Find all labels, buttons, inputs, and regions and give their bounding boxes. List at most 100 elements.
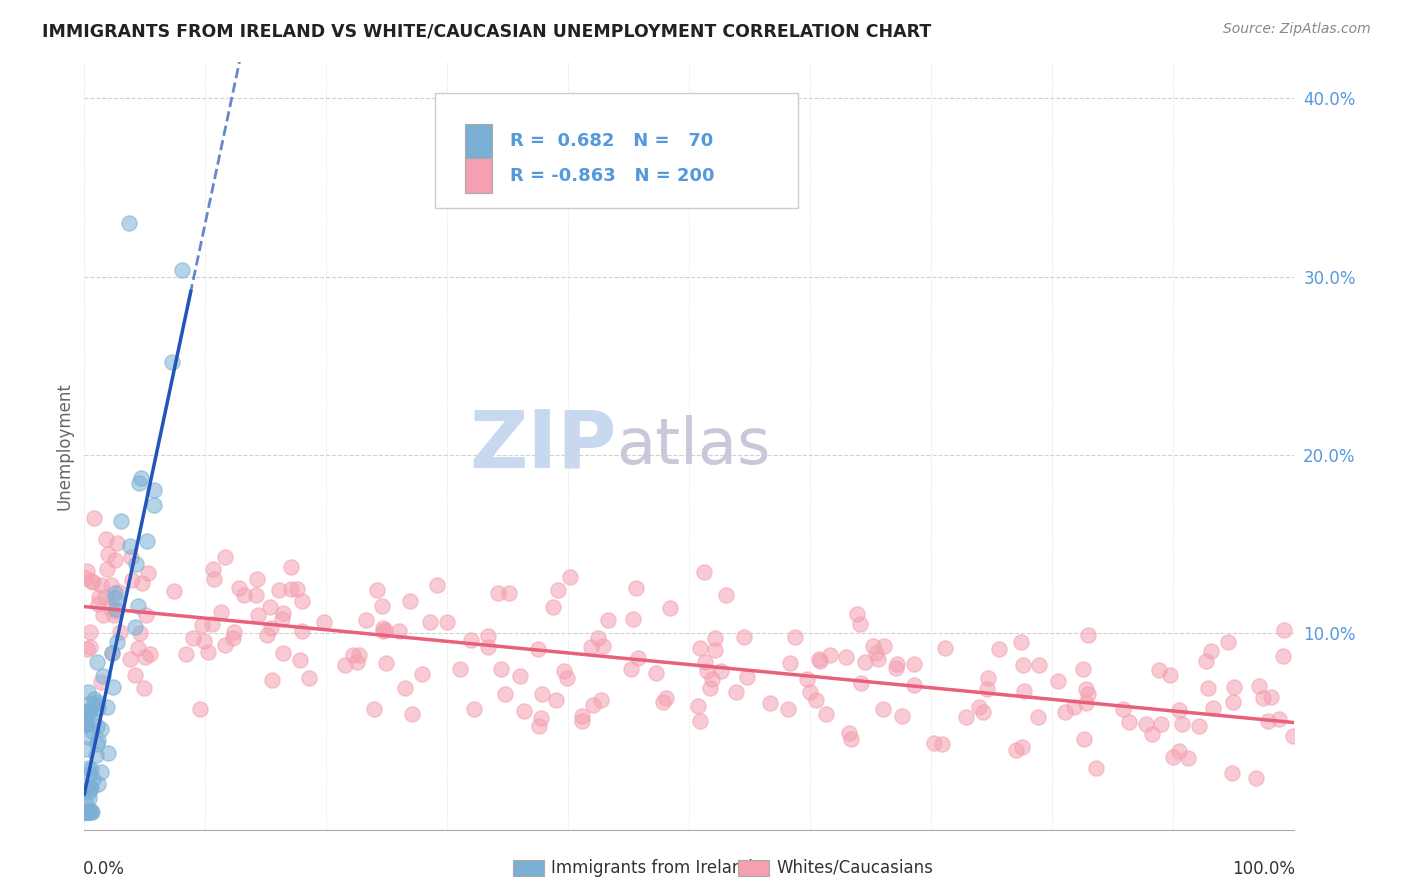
Point — [785, 630, 807, 644]
Point — [246, 572, 269, 586]
Point — [693, 655, 716, 669]
Point — [121, 573, 143, 587]
Text: IMMIGRANTS FROM IRELAND VS WHITE/CAUCASIAN UNEMPLOYMENT CORRELATION CHART: IMMIGRANTS FROM IRELAND VS WHITE/CAUCASI… — [42, 22, 931, 40]
Point — [703, 643, 725, 657]
Point — [96, 562, 118, 576]
Point — [586, 631, 609, 645]
Point — [80, 574, 103, 589]
Point — [245, 588, 267, 602]
Text: atlas: atlas — [616, 415, 770, 477]
Point — [1149, 663, 1171, 677]
Point — [103, 607, 125, 622]
Point — [79, 805, 101, 819]
Point — [374, 656, 396, 670]
Point — [546, 693, 568, 707]
Point — [758, 696, 780, 710]
Point — [91, 608, 114, 623]
Point — [76, 805, 98, 819]
Point — [1118, 715, 1140, 730]
Text: 0.0%: 0.0% — [83, 860, 125, 879]
Point — [256, 628, 278, 642]
Point — [333, 657, 356, 672]
Point — [1076, 696, 1098, 710]
Point — [710, 664, 733, 678]
Point — [1199, 644, 1222, 658]
Point — [398, 593, 420, 607]
Point — [1220, 766, 1243, 780]
Point — [872, 702, 894, 716]
Point — [884, 661, 907, 675]
Point — [101, 647, 124, 661]
Point — [79, 625, 101, 640]
Point — [79, 640, 101, 654]
Point — [1112, 702, 1135, 716]
Point — [108, 625, 131, 640]
Point — [571, 709, 593, 723]
Point — [96, 699, 118, 714]
Point — [849, 617, 872, 632]
Point — [76, 564, 98, 578]
Point — [84, 747, 107, 762]
Point — [579, 640, 602, 654]
Point — [489, 663, 512, 677]
Point — [498, 586, 520, 600]
Point — [477, 629, 499, 643]
Point — [209, 605, 232, 619]
Point — [98, 600, 121, 615]
Point — [87, 597, 110, 611]
Point — [449, 662, 471, 676]
Point — [163, 584, 186, 599]
Point — [134, 650, 156, 665]
Point — [94, 533, 117, 547]
Point — [108, 585, 131, 599]
Point — [105, 535, 128, 549]
Point — [733, 630, 755, 644]
Point — [259, 599, 281, 614]
Point — [76, 685, 98, 699]
Point — [591, 693, 613, 707]
Point — [977, 671, 1000, 685]
Point — [76, 730, 98, 744]
Point — [1077, 687, 1099, 701]
Point — [1222, 695, 1244, 709]
Point — [181, 631, 204, 645]
Point — [1026, 710, 1049, 724]
Point — [79, 709, 101, 723]
Point — [1251, 691, 1274, 706]
Point — [193, 634, 215, 648]
Point — [86, 737, 108, 751]
Point — [73, 781, 96, 796]
Point — [105, 605, 128, 619]
Point — [371, 624, 394, 638]
Point — [555, 671, 578, 685]
Point — [86, 718, 108, 732]
Point — [394, 681, 416, 695]
Point — [79, 803, 101, 817]
Point — [75, 805, 97, 819]
Point — [97, 746, 120, 760]
FancyBboxPatch shape — [465, 124, 492, 158]
Point — [97, 547, 120, 561]
Point — [1063, 700, 1085, 714]
Point — [90, 675, 112, 690]
Point — [90, 722, 112, 736]
Point — [202, 572, 225, 586]
Point — [1168, 744, 1191, 758]
Point — [1140, 727, 1163, 741]
Point — [77, 791, 100, 805]
Point — [558, 569, 581, 583]
Point — [725, 685, 748, 699]
Point — [120, 652, 142, 666]
Point — [135, 534, 157, 549]
Point — [110, 515, 132, 529]
Point — [969, 699, 991, 714]
Point — [124, 620, 146, 634]
Point — [129, 471, 152, 485]
Point — [170, 263, 193, 277]
Point — [530, 687, 553, 701]
Point — [214, 550, 236, 565]
Point — [94, 590, 117, 604]
Point — [891, 709, 914, 723]
Point — [620, 662, 643, 676]
Point — [291, 624, 314, 638]
